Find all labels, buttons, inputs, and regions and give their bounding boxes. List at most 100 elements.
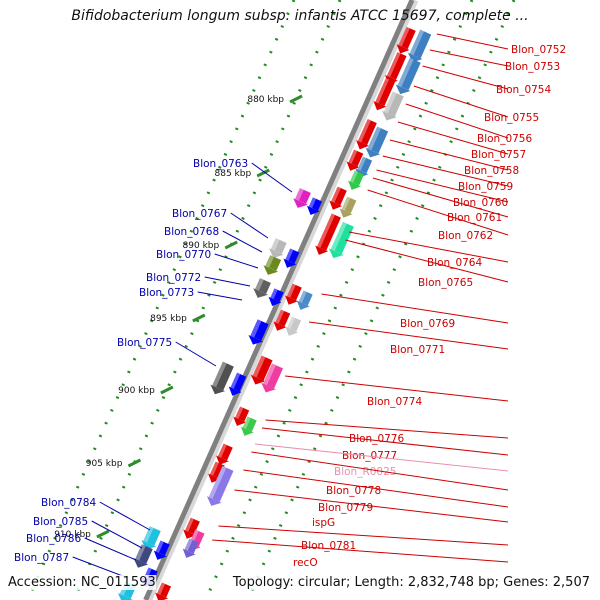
gene-highlight (143, 526, 154, 543)
gene-label-Blon_0763[interactable]: Blon_0763 (193, 158, 248, 170)
gene-highlight (409, 29, 425, 56)
gene-label-recO[interactable]: recO (293, 557, 318, 569)
gene-label-Blon_0775[interactable]: Blon_0775 (117, 337, 172, 349)
gene-label-ispG[interactable]: ispG (312, 517, 335, 529)
gene-label-Blon_0759[interactable]: Blon_0759 (458, 181, 513, 193)
accession-label: Accession: NC_011593 (8, 575, 156, 590)
gene-label-Blon_0769[interactable]: Blon_0769 (400, 318, 455, 330)
reverse-gene-12[interactable] (131, 543, 155, 571)
forward-gene-23[interactable] (238, 416, 259, 439)
gene-highlight (208, 466, 227, 499)
gene-body (212, 361, 234, 391)
forward-gene-11[interactable] (345, 170, 366, 193)
gene-body (398, 26, 416, 50)
forward-gene-24[interactable] (213, 443, 234, 468)
gene-body (155, 540, 170, 556)
forward-gene-17[interactable] (294, 290, 315, 313)
gene-body (185, 517, 200, 535)
leader-line (197, 291, 243, 301)
gene-highlight (367, 126, 382, 151)
gene-arrowhead (373, 101, 387, 111)
gene-label-Blon_0758[interactable]: Blon_0758 (464, 165, 519, 177)
gene-highlight (286, 283, 296, 298)
gene-label-Blon_0785[interactable]: Blon_0785 (33, 516, 88, 528)
gene-label-Blon_0768[interactable]: Blon_0768 (164, 226, 219, 238)
forward-gene-27[interactable] (180, 517, 201, 542)
forward-gene-18[interactable] (271, 309, 292, 334)
gene-arrowhead (396, 44, 410, 54)
forward-gene-13[interactable] (337, 196, 358, 221)
gene-body (357, 156, 373, 174)
gene-body (143, 526, 161, 546)
gene-label-Blon_0756[interactable]: Blon_0756 (477, 133, 532, 145)
gene-label-Blon_0770[interactable]: Blon_0770 (156, 249, 211, 261)
gene-label-Blon_0755[interactable]: Blon_0755 (484, 112, 539, 124)
leader-line (348, 231, 509, 263)
gene-label-Blon_0773[interactable]: Blon_0773 (139, 287, 194, 299)
forward-gene-6[interactable] (379, 91, 405, 124)
forward-gene-25[interactable] (205, 461, 226, 486)
forward-gene-22[interactable] (231, 406, 252, 429)
forward-gene-21[interactable] (258, 363, 284, 396)
gene-label-Blon_0764[interactable]: Blon_0764 (427, 257, 482, 269)
reverse-gene-13[interactable] (151, 540, 172, 563)
gene-body (375, 78, 396, 106)
forward-gene-16[interactable] (282, 283, 303, 308)
forward-gene-5[interactable] (371, 77, 397, 113)
gene-label-Blon_0779[interactable]: Blon_0779 (318, 502, 373, 514)
reverse-gene-10[interactable] (226, 372, 248, 399)
gene-label-Blon_0787[interactable]: Blon_0787 (14, 552, 69, 564)
forward-gene-9[interactable] (344, 149, 365, 174)
reverse-gene-2[interactable] (304, 197, 324, 218)
gene-body (357, 119, 377, 145)
scale-tick-mark (160, 385, 174, 395)
reverse-gene-8[interactable] (246, 319, 271, 348)
leader-line (429, 49, 509, 67)
forward-gene-14[interactable] (312, 213, 342, 258)
scale-tick-mark (192, 313, 206, 323)
gene-highlight (235, 406, 244, 419)
leader-line (372, 177, 509, 218)
forward-gene-26[interactable] (204, 465, 235, 509)
forward-gene-4[interactable] (393, 57, 423, 97)
gene-label-Blon_0752[interactable]: Blon_0752 (511, 44, 566, 56)
forward-gene-19[interactable] (282, 316, 303, 339)
gene-label-Blon_0771[interactable]: Blon_0771 (390, 344, 445, 356)
forward-gene-8[interactable] (363, 126, 390, 161)
reverse-gene-1[interactable] (290, 187, 312, 211)
reverse-gene-7[interactable] (266, 288, 286, 309)
forward-gene-20[interactable] (248, 355, 274, 388)
gene-label-Blon_0761[interactable]: Blon_0761 (447, 212, 502, 224)
gene-label-Blon_R0025[interactable]: Blon_R0025 (334, 466, 396, 478)
forward-gene-29[interactable] (180, 538, 201, 561)
gene-body (348, 149, 364, 167)
forward-gene-1[interactable] (394, 26, 418, 56)
gene-label-Blon_0754[interactable]: Blon_0754 (496, 84, 551, 96)
grid-ring-2 (26, 0, 296, 600)
forward-gene-7[interactable] (353, 118, 378, 152)
gene-label-Blon_0774[interactable]: Blon_0774 (367, 396, 422, 408)
gene-arrowhead (208, 473, 221, 483)
gene-label-Blon_0786[interactable]: Blon_0786 (26, 533, 81, 545)
reverse-gene-6[interactable] (250, 277, 272, 301)
forward-gene-15[interactable] (326, 221, 356, 261)
reverse-gene-5[interactable] (261, 254, 283, 278)
gene-body (208, 466, 234, 502)
reverse-gene-9[interactable] (208, 361, 236, 398)
gene-label-Blon_0784[interactable]: Blon_0784 (41, 497, 96, 509)
gene-label-Blon_0757[interactable]: Blon_0757 (471, 149, 526, 161)
gene-label-Blon_0781[interactable]: Blon_0781 (301, 540, 356, 552)
forward-gene-12[interactable] (326, 186, 348, 213)
gene-arrowhead (329, 200, 343, 210)
leader-line (175, 341, 217, 367)
gene-label-Blon_0762[interactable]: Blon_0762 (438, 230, 493, 242)
gene-label-Blon_0753[interactable]: Blon_0753 (505, 61, 560, 73)
gene-label-Blon_0778[interactable]: Blon_0778 (326, 485, 381, 497)
gene-label-Blon_0765[interactable]: Blon_0765 (418, 277, 473, 289)
reverse-gene-4[interactable] (281, 248, 302, 271)
gene-label-Blon_0767[interactable]: Blon_0767 (172, 208, 227, 220)
gene-label-Blon_0760[interactable]: Blon_0760 (453, 197, 508, 209)
gene-label-Blon_0772[interactable]: Blon_0772 (146, 272, 201, 284)
reverse-gene-3[interactable] (266, 237, 288, 261)
